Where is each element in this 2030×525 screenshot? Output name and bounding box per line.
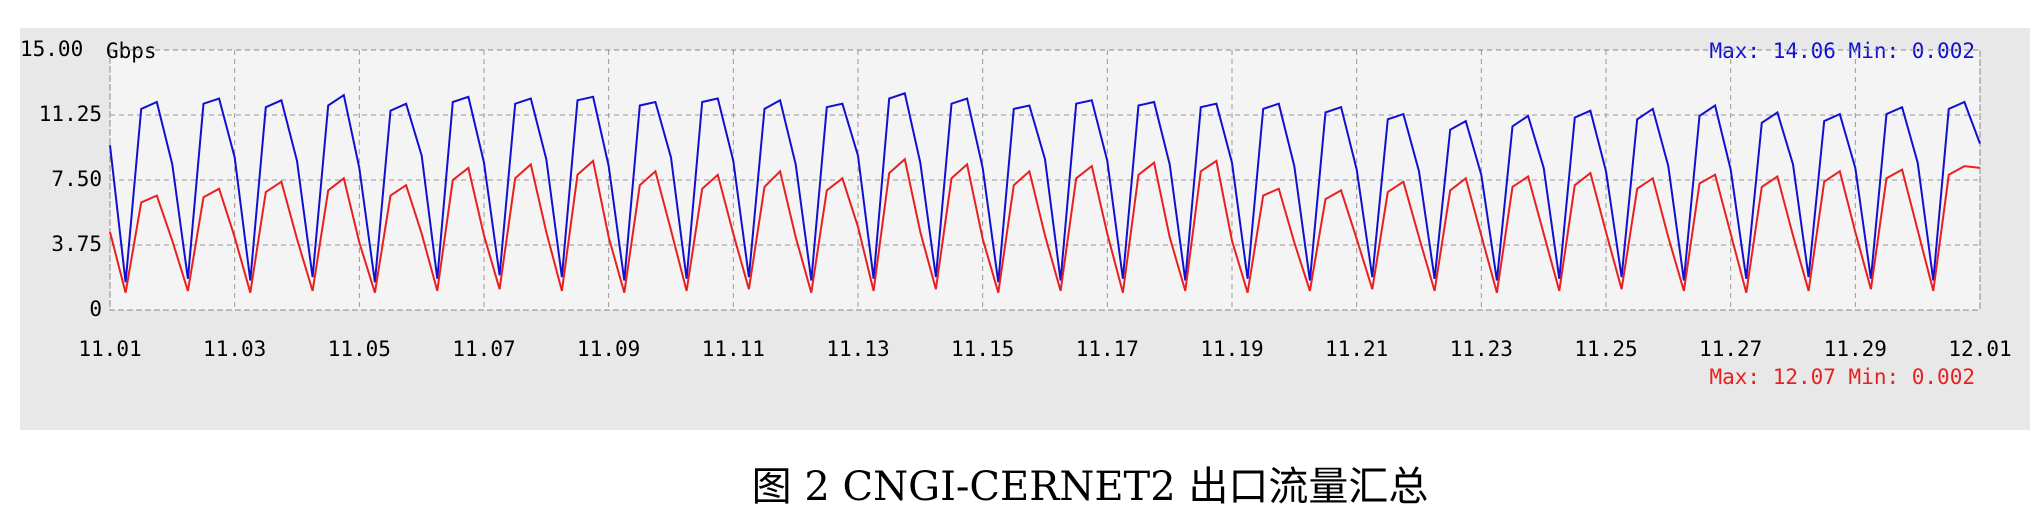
y-tick-label: 3.75	[51, 232, 102, 256]
x-tick-label: 11.27	[1699, 337, 1762, 361]
max-min-blue: Max: 14.06 Min: 0.002	[1709, 39, 1975, 63]
x-tick-label: 11.25	[1574, 337, 1637, 361]
x-tick-label: 12.01	[1948, 337, 2011, 361]
x-tick-label: 11.01	[78, 337, 141, 361]
series-line	[109, 92, 1981, 283]
x-tick-label: 11.07	[452, 337, 515, 361]
x-tick-label: 11.15	[951, 337, 1014, 361]
y-tick-label: 11.25	[39, 102, 102, 126]
y-tick-label: 15.00	[20, 37, 83, 61]
plot-border	[109, 49, 1981, 311]
y-tick-label: 0	[89, 297, 102, 321]
caption: 图 2 CNGI-CERNET2 出口流量汇总	[752, 464, 1429, 510]
x-tick-label: 11.13	[826, 337, 889, 361]
x-tick-label: 11.19	[1200, 337, 1263, 361]
x-tick-label: 11.17	[1076, 337, 1139, 361]
max-min-red: Max: 12.07 Min: 0.002	[1709, 365, 1975, 389]
x-tick-label: 11.11	[702, 337, 765, 361]
x-tick-label: 11.23	[1450, 337, 1513, 361]
y-tick-label: 7.50	[51, 167, 102, 191]
x-tick-label: 11.03	[203, 337, 266, 361]
x-tick-label: 11.29	[1824, 337, 1887, 361]
x-tick-label: 11.21	[1325, 337, 1388, 361]
x-tick-label: 11.05	[328, 337, 391, 361]
x-tick-label: 11.09	[577, 337, 640, 361]
y-unit: Gbps	[106, 39, 157, 63]
series-line	[109, 157, 1981, 293]
